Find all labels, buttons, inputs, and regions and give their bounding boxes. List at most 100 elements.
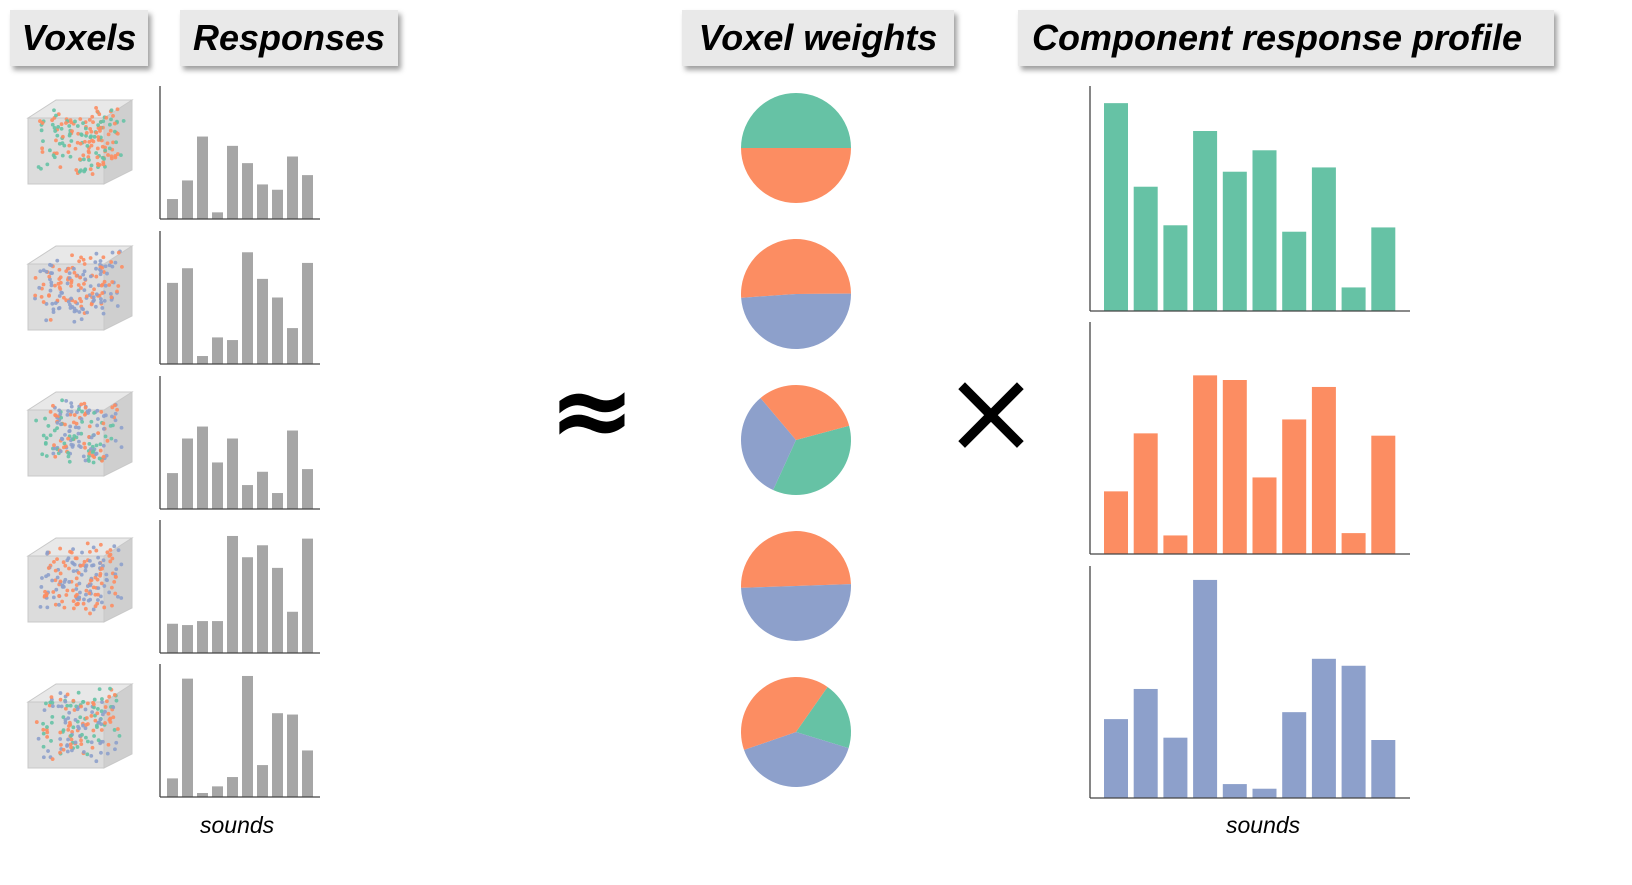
voxel-dot xyxy=(59,126,64,131)
voxel-dot xyxy=(109,108,114,113)
voxel-dot xyxy=(85,143,90,148)
voxel-dot xyxy=(77,310,82,314)
voxel-dot xyxy=(103,434,108,439)
voxel-dot xyxy=(84,563,89,568)
voxel-dot xyxy=(112,403,117,408)
voxel-dot xyxy=(65,703,70,708)
voxel-dot xyxy=(53,129,58,133)
voxel-dot xyxy=(106,153,110,157)
voxel-dot xyxy=(44,436,49,441)
response-1-bar xyxy=(212,212,223,219)
voxel-dot xyxy=(103,264,108,269)
voxel-dot xyxy=(115,304,120,308)
voxel-dot xyxy=(76,690,81,695)
voxel-dot xyxy=(69,733,73,738)
voxel-dot xyxy=(96,135,101,139)
voxel-dot xyxy=(66,556,71,561)
voxel-dot xyxy=(98,573,102,578)
response-1-bar xyxy=(302,175,313,219)
response-5-chart xyxy=(159,664,320,798)
component-1-bar xyxy=(1252,150,1277,311)
component-1-bar xyxy=(1163,225,1188,311)
response-1-bar xyxy=(167,199,178,219)
voxel-dot xyxy=(64,398,69,403)
voxel-dot xyxy=(87,591,92,596)
voxel-dot xyxy=(41,721,45,726)
response-3-bar xyxy=(272,493,283,509)
voxel-dot xyxy=(114,567,119,572)
voxel-dot xyxy=(120,264,124,269)
voxel-dot xyxy=(102,298,107,303)
voxel-dot xyxy=(95,577,100,582)
voxel-dot xyxy=(90,745,95,750)
voxel-dot xyxy=(91,728,96,733)
voxel-dot xyxy=(115,289,119,294)
response-2-bar xyxy=(257,278,268,364)
voxel-dot xyxy=(98,561,102,566)
voxel-dot xyxy=(65,588,70,593)
voxel-dot xyxy=(66,266,71,271)
voxel-dot xyxy=(109,260,114,264)
voxel-dot xyxy=(111,140,115,145)
voxel-dot xyxy=(109,585,114,590)
response-3-bar xyxy=(212,462,223,509)
response-5-bar xyxy=(182,678,193,797)
response-2-bar xyxy=(287,328,298,364)
voxel-dot xyxy=(59,422,63,427)
voxel-dot xyxy=(93,260,98,265)
response-3-bar xyxy=(197,426,208,509)
voxel-dot xyxy=(64,269,69,273)
voxel-dot xyxy=(94,759,99,764)
component-3-bar xyxy=(1222,784,1247,798)
voxel-dot xyxy=(91,139,96,144)
voxel-dot xyxy=(113,411,118,416)
voxel-dot xyxy=(81,723,85,728)
voxel-dot xyxy=(90,710,95,715)
voxel-dot xyxy=(50,122,55,127)
voxel-dot xyxy=(78,445,83,449)
voxel-dot xyxy=(98,125,103,130)
voxel-dot xyxy=(96,431,101,436)
voxel-dot xyxy=(47,703,52,708)
voxel-dot xyxy=(68,742,73,747)
voxel-dot xyxy=(73,146,78,151)
voxel-dot xyxy=(56,704,61,709)
voxel-dot xyxy=(69,748,74,753)
voxel-dot xyxy=(93,592,98,597)
voxel-dot xyxy=(79,255,83,260)
response-5-bar xyxy=(302,750,313,797)
voxel-dot xyxy=(85,541,90,546)
voxel-dot xyxy=(41,282,46,287)
voxel-dot xyxy=(58,280,63,285)
voxel-dot xyxy=(98,542,103,547)
voxel-dot xyxy=(71,588,75,593)
voxel-dot xyxy=(80,409,84,414)
voxel-dot xyxy=(41,433,46,438)
voxel-dot xyxy=(99,300,104,305)
voxel-dot xyxy=(48,700,53,705)
voxel-dot xyxy=(41,744,46,749)
response-1-chart xyxy=(159,86,320,220)
voxel-dot xyxy=(39,585,44,589)
component-2-bar xyxy=(1282,419,1307,554)
pie-slice-green xyxy=(741,93,851,148)
response-2-chart xyxy=(159,231,320,365)
voxel-dot xyxy=(100,291,105,295)
voxel-dot xyxy=(54,113,58,118)
voxel-dot xyxy=(79,132,84,137)
voxel-dot xyxy=(98,594,103,599)
voxel-dot xyxy=(84,133,88,138)
component-2-bar xyxy=(1371,435,1396,554)
voxel-dot xyxy=(54,138,58,143)
voxel-dot xyxy=(101,454,106,459)
voxel-dot xyxy=(69,284,73,288)
voxel-dot xyxy=(88,274,93,279)
voxel-dot xyxy=(73,718,78,722)
voxel-dot xyxy=(112,129,117,134)
voxel-dot xyxy=(72,562,77,567)
voxel-dot xyxy=(75,140,80,145)
voxel-dot xyxy=(67,271,72,276)
voxel-dot xyxy=(66,409,70,413)
voxel-dot xyxy=(68,131,72,136)
voxel-dot xyxy=(97,112,102,117)
